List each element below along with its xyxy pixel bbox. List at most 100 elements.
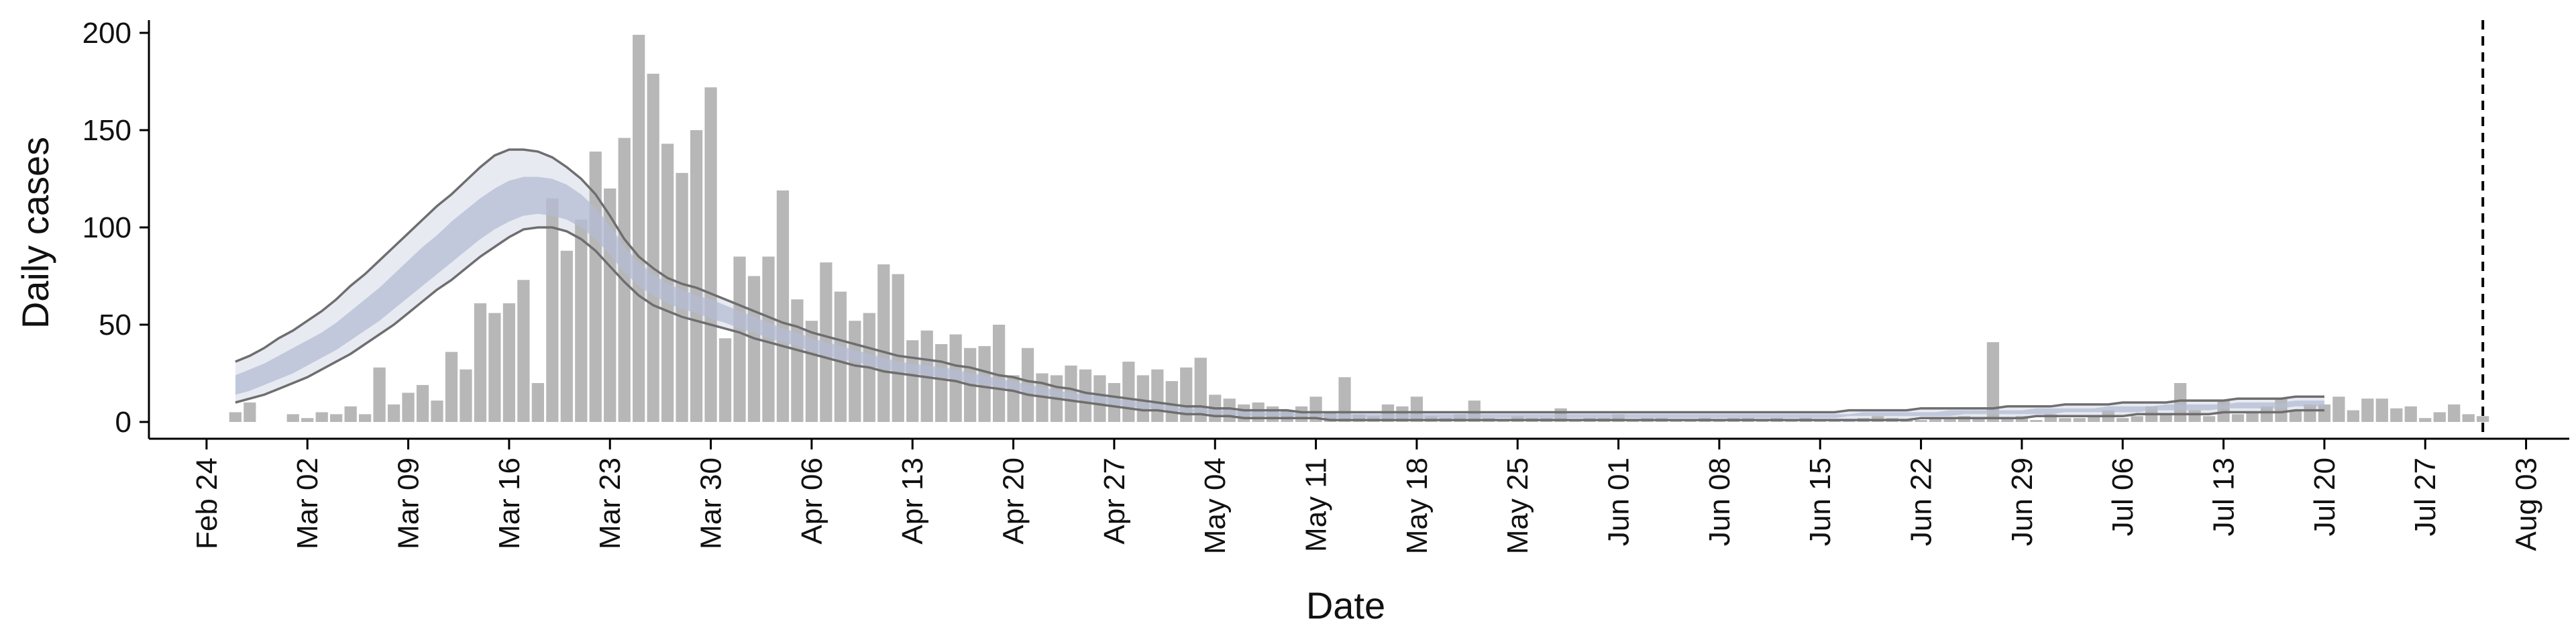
x-tick-label: Jul 20 (2308, 458, 2341, 536)
x-tick-label: Aug 03 (2510, 458, 2543, 551)
case-bar (2347, 410, 2359, 422)
case-bar (1136, 375, 1149, 422)
case-bar (416, 384, 429, 422)
case-bar (2159, 414, 2172, 422)
case-bar (2088, 416, 2100, 422)
case-bar (992, 325, 1006, 422)
case-bar (344, 406, 357, 422)
case-bar (647, 73, 659, 422)
case-bar (1929, 418, 1942, 422)
case-bar (1943, 418, 1956, 422)
case-bar (618, 138, 631, 422)
case-bar (2202, 416, 2216, 422)
case-bar (2001, 418, 2014, 422)
case-bar (531, 383, 544, 422)
case-bar (2188, 410, 2201, 422)
case-bar (2246, 412, 2259, 422)
ci-band-edges (235, 148, 2324, 421)
x-tick-label: Apr 06 (796, 458, 828, 545)
x-tick-label: Jul 27 (2409, 458, 2442, 536)
case-bar (244, 402, 256, 422)
case-bar (892, 274, 904, 422)
case-bar (762, 256, 775, 422)
case-bar (2390, 408, 2403, 422)
case-bar (560, 250, 573, 422)
y-axis-ticks: 0 50 100 150 200 (83, 17, 149, 439)
x-tick-label: Feb 24 (191, 458, 223, 549)
case-bar (517, 280, 530, 422)
y-axis-title: Daily cases (14, 137, 56, 329)
case-bar (2073, 418, 2086, 422)
lower-bound-line (235, 226, 2324, 421)
case-bar (2419, 418, 2432, 422)
case-bar (1122, 362, 1135, 422)
case-bar (2433, 412, 2446, 422)
case-bar (488, 313, 501, 422)
case-bar (776, 190, 790, 422)
case-bar (2361, 398, 2374, 422)
case-bar (2116, 418, 2129, 422)
case-bar (805, 321, 818, 422)
case-bar (2332, 396, 2345, 422)
x-tick-label: Mar 09 (392, 458, 425, 549)
case-bar (589, 151, 602, 422)
case-bar (445, 352, 458, 422)
case-bar (2131, 416, 2143, 422)
case-bar (733, 256, 746, 422)
case-bar (2231, 414, 2245, 422)
x-tick-label: May 18 (1401, 458, 1434, 554)
x-tick-label: Apr 13 (896, 458, 929, 545)
case-bar (2318, 404, 2331, 422)
x-tick-label: May 11 (1300, 458, 1333, 552)
axes (148, 20, 2569, 440)
x-axis-ticks: Feb 24 Mar 02 Mar 09 Mar 16 Mar 23 Mar 30 Apr … (191, 439, 2543, 554)
case-bar (690, 130, 703, 422)
x-tick-label: Mar 30 (695, 458, 728, 549)
case-bar (2304, 404, 2316, 422)
x-tick-label: Jul 06 (2106, 458, 2139, 536)
case-bar (2404, 406, 2417, 422)
case-bar (1410, 396, 1424, 422)
y-tick-label: 200 (83, 17, 131, 50)
case-bar (1165, 381, 1178, 422)
case-bar (935, 344, 948, 422)
x-tick-label: Mar 02 (291, 458, 324, 549)
x-tick-label: Apr 27 (1098, 458, 1131, 545)
case-bar (575, 219, 588, 422)
case-bar (373, 367, 386, 422)
x-tick-label: Jul 13 (2208, 458, 2241, 536)
x-tick-label: Jun 22 (1905, 458, 1938, 546)
case-bar (791, 299, 804, 422)
case-bar (2289, 410, 2302, 422)
case-bar (502, 303, 516, 422)
case-bar (633, 34, 645, 422)
case-bar (301, 418, 314, 422)
case-bar (402, 392, 415, 422)
case-bar (330, 414, 343, 422)
case-bar (2375, 398, 2388, 422)
x-tick-label: May 04 (1199, 458, 1232, 554)
x-tick-label: Mar 16 (493, 458, 526, 549)
upper-bound-line (235, 148, 2324, 414)
y-tick-label: 0 (115, 406, 131, 439)
x-tick-label: Jun 08 (1703, 458, 1736, 546)
x-tick-label: Apr 20 (998, 458, 1030, 545)
case-bar (546, 198, 559, 422)
case-bar (877, 264, 890, 422)
x-tick-label: Mar 23 (594, 458, 627, 549)
case-bar (229, 412, 241, 422)
case-bar (1338, 377, 1351, 422)
case-bar (2174, 383, 2187, 422)
y-tick-label: 50 (99, 309, 131, 341)
case-bar (431, 400, 443, 422)
case-bar (1021, 347, 1034, 422)
case-bar (906, 340, 919, 422)
case-bar (1151, 369, 1164, 422)
case-bar (2030, 420, 2043, 422)
x-tick-label: Jun 15 (1804, 458, 1837, 546)
case-bar (359, 414, 372, 422)
case-bar (460, 369, 472, 422)
case-bar (1972, 418, 1985, 422)
